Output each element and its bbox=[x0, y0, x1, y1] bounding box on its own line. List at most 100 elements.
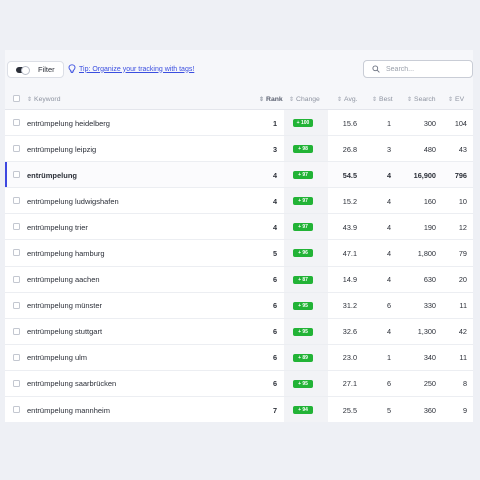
keyword-cell[interactable]: entrümpelung bbox=[27, 170, 77, 180]
best-cell: 4 bbox=[386, 222, 391, 232]
table-row[interactable]: entrümpelung aachen 6 + 87 14.9 4 630 20 bbox=[5, 267, 473, 293]
ev-cell: 43 bbox=[458, 144, 467, 154]
keyword-cell[interactable]: entrümpelung stuttgart bbox=[27, 327, 103, 337]
search-volume-cell: 480 bbox=[423, 144, 436, 154]
table-row[interactable]: entrümpelung ulm 6 + 89 23.0 1 340 11 bbox=[5, 345, 473, 371]
column-header-change[interactable]: ⇕ Change bbox=[289, 95, 320, 103]
table-header: ⇕ Keyword ⇕ Rank ⇕ Change ⇕ Avg. ⇕ Best ⇕ Sear… bbox=[5, 88, 473, 110]
row-checkbox[interactable] bbox=[13, 327, 20, 335]
table-row[interactable]: entrümpelung ludwigshafen 4 + 97 15.2 4 … bbox=[5, 188, 473, 215]
table-row[interactable]: entrümpelung heidelberg 1 + 100 15.6 1 3… bbox=[5, 110, 473, 137]
avg-cell: 15.2 bbox=[342, 196, 357, 206]
change-badge: + 97 bbox=[293, 223, 313, 232]
sort-icon: ⇕ bbox=[372, 96, 378, 103]
row-checkbox[interactable] bbox=[13, 275, 20, 283]
filter-button[interactable]: Filter bbox=[7, 61, 64, 78]
rank-cell: 4 bbox=[272, 222, 277, 232]
row-checkbox[interactable] bbox=[13, 223, 20, 231]
search-input[interactable] bbox=[386, 65, 466, 73]
column-header-keyword[interactable]: ⇕ Keyword bbox=[27, 95, 61, 103]
sort-icon: ⇕ bbox=[289, 96, 295, 103]
table-row[interactable]: entrümpelung hamburg 5 + 96 47.1 4 1,800… bbox=[5, 240, 473, 267]
rank-cell: 4 bbox=[272, 196, 277, 206]
keyword-cell[interactable]: entrümpelung münster bbox=[27, 301, 103, 311]
ev-cell: 796 bbox=[454, 170, 467, 180]
keyword-cell[interactable]: entrümpelung mannheim bbox=[27, 405, 110, 415]
keyword-cell[interactable]: entrümpelung leipzig bbox=[27, 144, 97, 154]
sort-icon: ⇕ bbox=[259, 96, 265, 103]
avg-cell: 27.1 bbox=[342, 379, 357, 389]
keyword-cell[interactable]: entrümpelung aachen bbox=[27, 275, 100, 285]
table-row[interactable]: entrümpelung mannheim 7 + 94 25.5 5 360 … bbox=[5, 397, 473, 422]
rank-cell: 4 bbox=[272, 170, 277, 180]
ev-cell: 11 bbox=[459, 353, 467, 363]
column-header-best[interactable]: ⇕ Best bbox=[372, 95, 393, 103]
sort-icon: ⇕ bbox=[407, 96, 413, 103]
avg-cell: 43.9 bbox=[342, 222, 357, 232]
search-volume-cell: 340 bbox=[423, 353, 436, 363]
ev-cell: 9 bbox=[462, 405, 467, 415]
best-cell: 4 bbox=[386, 196, 391, 206]
column-header-rank[interactable]: ⇕ Rank bbox=[259, 95, 283, 103]
select-all-checkbox[interactable] bbox=[13, 95, 20, 102]
keyword-cell[interactable]: entrümpelung hamburg bbox=[27, 248, 105, 258]
change-badge: + 87 bbox=[293, 275, 313, 284]
row-checkbox[interactable] bbox=[13, 353, 20, 361]
row-checkbox[interactable] bbox=[13, 301, 20, 309]
table-row[interactable]: entrümpelung stuttgart 6 + 95 32.6 4 1,3… bbox=[5, 319, 473, 345]
change-badge: + 94 bbox=[293, 406, 313, 415]
table-row-selected[interactable]: entrümpelung 4 + 97 54.5 4 16,900 796 bbox=[5, 162, 473, 189]
change-badge: + 95 bbox=[293, 327, 313, 336]
search-volume-cell: 360 bbox=[423, 405, 436, 415]
avg-cell: 32.6 bbox=[342, 327, 357, 337]
keyword-cell[interactable]: entrümpelung ulm bbox=[27, 353, 88, 363]
keyword-cell[interactable]: entrümpelung trier bbox=[27, 222, 88, 232]
search-box[interactable] bbox=[363, 60, 473, 78]
table-row[interactable]: entrümpelung saarbrücken 6 + 95 27.1 6 2… bbox=[5, 371, 473, 398]
filter-label: Filter bbox=[38, 65, 55, 74]
change-badge: + 97 bbox=[293, 197, 313, 206]
ev-cell: 20 bbox=[458, 275, 467, 285]
ev-cell: 10 bbox=[458, 196, 467, 206]
best-cell: 3 bbox=[386, 144, 391, 154]
search-volume-cell: 16,900 bbox=[413, 170, 436, 180]
row-checkbox[interactable] bbox=[13, 119, 20, 126]
change-badge: + 98 bbox=[293, 145, 313, 154]
row-checkbox[interactable] bbox=[13, 406, 20, 414]
search-volume-cell: 1,800 bbox=[417, 248, 436, 258]
row-checkbox[interactable] bbox=[13, 249, 20, 257]
keyword-cell[interactable]: entrümpelung heidelberg bbox=[27, 118, 110, 128]
row-checkbox[interactable] bbox=[13, 197, 20, 205]
ev-cell: 11 bbox=[459, 301, 467, 311]
row-checkbox[interactable] bbox=[13, 145, 20, 153]
ev-cell: 79 bbox=[458, 248, 467, 258]
row-checkbox[interactable] bbox=[13, 171, 20, 179]
best-cell: 4 bbox=[386, 248, 391, 258]
best-cell: 5 bbox=[386, 405, 391, 415]
avg-cell: 54.5 bbox=[342, 170, 357, 180]
rank-cell: 1 bbox=[272, 118, 277, 128]
rank-cell: 3 bbox=[272, 144, 277, 154]
rank-cell: 6 bbox=[272, 327, 277, 337]
keyword-cell[interactable]: entrümpelung ludwigshafen bbox=[27, 196, 119, 206]
column-header-avg[interactable]: ⇕ Avg. bbox=[337, 95, 358, 103]
tip-link[interactable]: Tip: Organize your tracking with tags! bbox=[68, 64, 194, 74]
change-badge: + 89 bbox=[293, 353, 313, 362]
search-volume-cell: 160 bbox=[423, 196, 436, 206]
column-header-search[interactable]: ⇕ Search bbox=[407, 95, 436, 103]
row-checkbox[interactable] bbox=[13, 379, 20, 387]
table-row[interactable]: entrümpelung trier 4 + 97 43.9 4 190 12 bbox=[5, 214, 473, 241]
best-cell: 1 bbox=[386, 353, 391, 363]
ev-cell: 104 bbox=[454, 118, 467, 128]
keyword-cell[interactable]: entrümpelung saarbrücken bbox=[27, 379, 117, 389]
rank-cell: 6 bbox=[272, 301, 277, 311]
table-row[interactable]: entrümpelung münster 6 + 95 31.2 6 330 1… bbox=[5, 293, 473, 319]
keyword-table-body: entrümpelung heidelberg 1 + 100 15.6 1 3… bbox=[5, 110, 473, 422]
column-header-ev[interactable]: ⇕ EV bbox=[448, 95, 465, 103]
rank-cell: 7 bbox=[272, 405, 277, 415]
rank-cell: 5 bbox=[272, 248, 277, 258]
toggle-icon[interactable] bbox=[16, 65, 30, 75]
table-row[interactable]: entrümpelung leipzig 3 + 98 26.8 3 480 4… bbox=[5, 136, 473, 163]
sort-icon: ⇕ bbox=[448, 96, 454, 103]
best-cell: 6 bbox=[386, 301, 391, 311]
